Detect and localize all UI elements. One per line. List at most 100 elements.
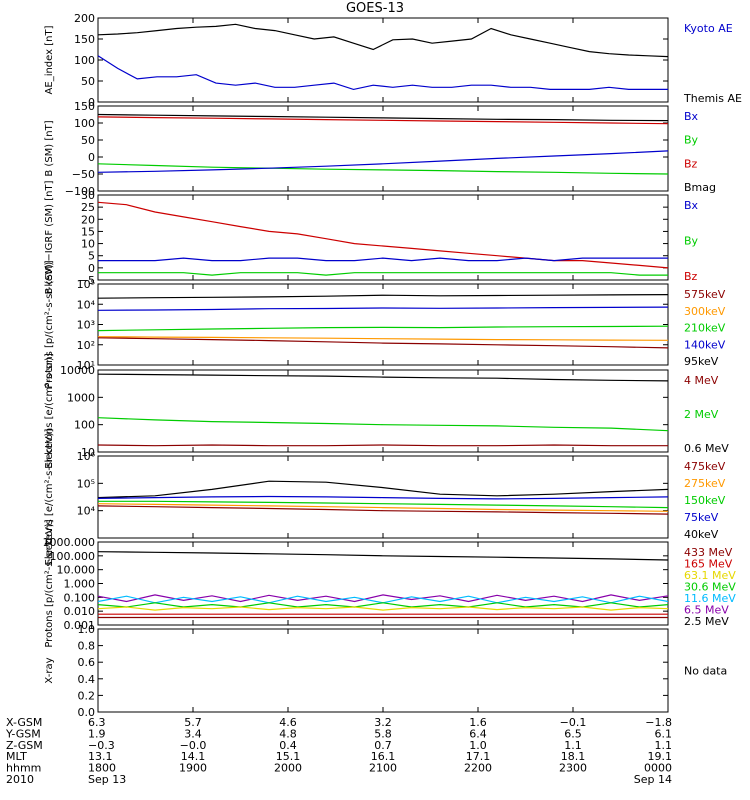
y-tick-label-bigrf: −5 <box>79 274 95 287</box>
y-tick-label-electrons2: 10⁶ <box>77 450 96 463</box>
panel-frame-protons2 <box>97 541 669 626</box>
y-tick-label-protons2: 10.000 <box>57 564 96 577</box>
series-line-protons1-95keV <box>97 294 669 299</box>
panel-frame-protons1 <box>97 283 669 366</box>
axis-row-value: −0.1 <box>560 716 587 729</box>
series-line-protons2-30.6-MeV <box>97 602 669 608</box>
legend-entry-bigrf: Bx <box>684 199 699 212</box>
legend-entry-protons2: 30.6 MeV <box>684 581 736 594</box>
series-line-electrons2-275keV <box>97 503 669 512</box>
axis-row-value: 16.1 <box>371 750 396 763</box>
legend-entry-electrons2: 150keV <box>684 494 726 507</box>
legend-entry-ae: Kyoto AE <box>684 22 733 35</box>
legend-entry-protons2: 11.6 MeV <box>684 592 736 605</box>
series-line-electrons2-75keV <box>97 495 669 500</box>
series-line-protons1-575keV <box>97 337 669 349</box>
axis-row-value: 0.4 <box>279 739 297 752</box>
axis-row-value: 18.1 <box>561 750 586 763</box>
axis-row-value: Sep 13 <box>88 773 126 786</box>
y-tick-label-ae: 0 <box>88 96 95 109</box>
axis-row-label: MLT <box>6 750 27 763</box>
axis-row-value: 6.5 <box>564 727 582 740</box>
legend-entry-bigrf: Bz <box>684 270 698 283</box>
axis-row-value: 3.4 <box>184 727 202 740</box>
legend-entry-bsm: By <box>684 134 699 147</box>
panel-frame-bigrf <box>97 194 669 281</box>
y-tick-label-electrons2: 10⁵ <box>77 477 95 490</box>
y-tick-label-protons2: 0.010 <box>64 605 96 618</box>
legend-entry-electrons2: 475keV <box>684 460 726 473</box>
y-tick-label-bigrf: 15 <box>81 225 95 238</box>
legend-entry-ae: Themis AE <box>683 92 742 105</box>
axis-row-label: X-GSM <box>6 716 42 729</box>
axis-row-value: 0000 <box>644 762 672 775</box>
series-line-electrons2-475keV <box>97 505 669 515</box>
series-line-protons2-63.1-MeV <box>97 606 669 611</box>
y-tick-label-protons1: 10² <box>77 339 95 352</box>
axis-row-value: 5.8 <box>374 727 392 740</box>
panel-frame-xray <box>97 628 669 713</box>
y-tick-label-protons1: 10⁴ <box>77 298 96 311</box>
axis-row-value: 1.1 <box>564 739 582 752</box>
series-line-electrons1-2-MeV <box>97 417 669 432</box>
series-line-protons2-2.5-MeV <box>97 551 669 561</box>
axis-row-value: −1.8 <box>645 716 672 729</box>
y-tick-label-electrons1: 10 <box>81 446 95 459</box>
axis-row-value: 3.2 <box>374 716 392 729</box>
legend-entry-protons1: 95keV <box>684 355 719 368</box>
no-data-label: No data <box>684 665 727 678</box>
y-tick-label-protons2: 1000.000 <box>43 536 96 549</box>
legend-entry-electrons1: 4 MeV <box>684 374 719 387</box>
y-tick-label-bigrf: 25 <box>81 201 95 214</box>
legend-entry-bsm: Bz <box>684 157 698 170</box>
legend-entry-protons1: 575keV <box>684 288 726 301</box>
series-line-bigrf-Bx <box>98 257 668 262</box>
axis-row-value: 6.3 <box>88 716 106 729</box>
y-tick-label-ae: 50 <box>81 75 95 88</box>
legend-entry-protons1: 140keV <box>684 338 726 351</box>
y-tick-label-bsm: 100 <box>74 117 95 130</box>
y-tick-label-bigrf: 30 <box>81 189 95 202</box>
y-tick-label-ae: 200 <box>74 12 95 25</box>
y-tick-label-ae: 100 <box>74 54 95 67</box>
legend-entry-bsm: Bx <box>684 110 699 123</box>
legend-entry-electrons2: 40keV <box>684 528 719 541</box>
y-tick-label-protons1: 10¹ <box>77 359 95 372</box>
axis-row-value: Sep 14 <box>634 773 672 786</box>
y-tick-label-bsm: −100 <box>65 185 95 198</box>
series-line-electrons2-40keV <box>97 480 669 499</box>
panel-frame-electrons1 <box>97 369 669 453</box>
axis-row-value: 1.9 <box>88 727 106 740</box>
series-line-protons1-300keV <box>97 336 669 341</box>
y-tick-label-electrons1: 10000 <box>60 364 95 377</box>
y-axis-label-xray: X-ray <box>44 657 55 683</box>
y-tick-label-electrons2: 10⁴ <box>77 505 96 518</box>
series-line-bsm-By <box>97 163 669 175</box>
y-axis-label-protons1: Protons [p/(cm²-s-sr-keV)] <box>44 260 55 388</box>
axis-row-value: 2200 <box>464 762 492 775</box>
legend-entry-protons2: 433 MeV <box>684 546 733 559</box>
y-tick-label-xray: 0.2 <box>78 689 96 702</box>
series-line-ae-Themis-AE <box>97 55 668 91</box>
y-tick-label-protons1: 10⁵ <box>77 278 95 291</box>
axis-row-value: 1800 <box>88 762 116 775</box>
axis-row-value: 1.6 <box>469 716 487 729</box>
series-line-electrons1-0.6-MeV <box>97 373 669 382</box>
legend-entry-protons2: 165 MeV <box>684 558 733 571</box>
y-axis-label-ae: AE_index [nT] <box>44 25 55 94</box>
panel-frame-bsm <box>97 105 669 192</box>
y-axis-label-protons2: Protons [p/(cm²-s-sr-keV)] <box>44 519 55 647</box>
y-tick-label-bigrf: 0 <box>88 262 95 275</box>
axis-row-value: 2100 <box>369 762 397 775</box>
axis-row-value: 6.1 <box>655 727 673 740</box>
axis-row-value: 2300 <box>559 762 587 775</box>
y-tick-label-protons2: 1.000 <box>64 578 96 591</box>
axis-row-value: −0.3 <box>88 739 115 752</box>
y-tick-label-bigrf: 20 <box>81 213 95 226</box>
axis-row-value: 2000 <box>274 762 302 775</box>
figure-title: GOES-13 <box>345 1 404 16</box>
y-tick-label-protons2: 0.100 <box>64 591 96 604</box>
legend-entry-protons1: 300keV <box>684 305 726 318</box>
axis-row-value: 1900 <box>179 762 207 775</box>
legend-entry-bsm: Bmag <box>684 181 716 194</box>
